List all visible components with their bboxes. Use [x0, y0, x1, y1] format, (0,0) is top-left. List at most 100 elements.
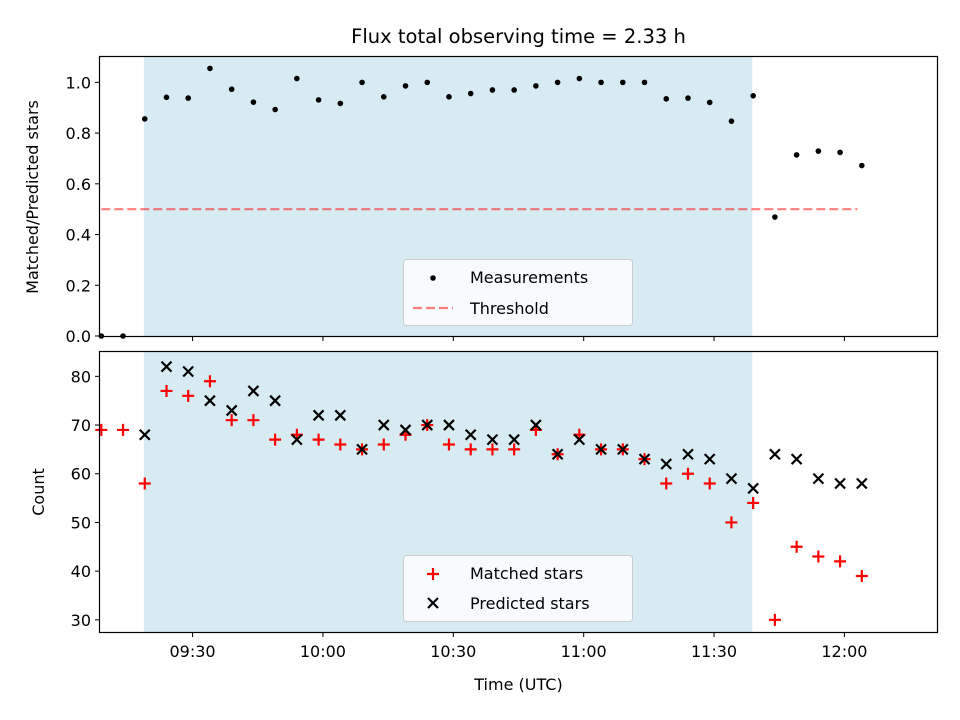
bottom-y-axis-label: Count	[29, 468, 48, 516]
predicted-star-point	[269, 394, 281, 407]
predicted-star-point	[464, 429, 477, 441]
predicted-star-point	[204, 394, 216, 407]
measurement-point	[228, 86, 235, 93]
top-y-axis-label: Matched/Predicted stars	[23, 100, 42, 294]
predicted-star-point	[856, 477, 868, 490]
measurement-point	[511, 87, 517, 93]
measurement-point	[489, 87, 496, 93]
predicted-star-point	[182, 365, 194, 378]
matched-star-point	[203, 375, 216, 388]
predicted-star-point	[834, 477, 846, 490]
legend-predicted-marker	[427, 597, 439, 609]
legend-predicted-label: Predicted stars	[470, 594, 590, 613]
bottom-y-ticks: 30 40 50 60 70 80	[71, 367, 100, 630]
bottom-panel: 30 40 50 60 70 80 09:30 10:00 10:30 11:00 11:30 12…	[29, 350, 939, 694]
measurement-point	[250, 99, 257, 105]
measurement-point	[619, 79, 626, 86]
matched-star-point	[247, 414, 260, 427]
x-axis-label: Time (UTC)	[473, 675, 562, 694]
predicted-star-point	[617, 443, 629, 456]
bottom-axes-frame	[98, 350, 939, 634]
measurement-point	[598, 79, 604, 86]
predicted-star-point	[530, 419, 542, 431]
measurement-point	[554, 79, 561, 86]
count-points	[95, 360, 868, 626]
y-tick-label: 0.4	[66, 226, 91, 245]
measurement-points	[98, 65, 865, 339]
measurement-point	[706, 99, 713, 106]
measurement-point	[641, 79, 648, 86]
y-tick-label: 80	[71, 367, 91, 386]
measurement-point	[533, 83, 539, 89]
predicted-star-point	[247, 385, 260, 397]
matched-star-point	[182, 389, 195, 402]
y-tick-label: 0.2	[66, 276, 91, 295]
bottom-legend: Matched stars Predicted stars	[403, 555, 633, 622]
predicted-star-point	[725, 472, 738, 485]
matched-star-point	[377, 438, 390, 451]
matched-star-point	[464, 443, 477, 456]
measurement-point	[728, 118, 735, 124]
measurement-point	[685, 95, 691, 101]
measurement-point	[207, 65, 213, 72]
matched-star-point	[160, 384, 173, 397]
legend-matched-marker	[427, 568, 439, 580]
matched-star-point	[834, 555, 847, 568]
y-tick-label: 60	[71, 465, 91, 484]
matched-star-point	[812, 550, 825, 563]
measurement-point	[815, 148, 822, 154]
predicted-star-point	[160, 360, 173, 373]
measurement-point	[424, 79, 431, 86]
predicted-star-point	[138, 429, 151, 441]
matched-star-point	[138, 477, 151, 490]
top-legend: Measurements Threshold	[403, 259, 633, 326]
chart-title: Flux total observing time = 2.33 h	[351, 25, 686, 48]
predicted-star-point	[334, 409, 347, 422]
legend-measurement-marker	[430, 275, 436, 281]
measurement-point	[859, 162, 865, 169]
y-tick-label: 40	[71, 562, 91, 581]
predicted-star-point	[747, 482, 759, 495]
predicted-star-point	[595, 443, 607, 456]
predicted-star-point	[421, 419, 434, 431]
predicted-star-point	[682, 448, 694, 461]
x-tick-label: 11:00	[561, 642, 607, 661]
y-tick-label: 50	[71, 513, 91, 532]
legend-measurements-label: Measurements	[470, 268, 588, 287]
predicted-star-point	[225, 404, 238, 417]
measurement-point	[315, 97, 322, 103]
measurement-point	[576, 75, 583, 82]
legend-matched-label: Matched stars	[470, 564, 583, 583]
predicted-star-point	[769, 448, 781, 461]
x-tick-label: 11:30	[691, 642, 737, 661]
matched-star-point	[312, 433, 325, 446]
predicted-star-point	[508, 433, 520, 446]
predicted-star-point	[551, 448, 564, 461]
bottom-x-ticks: 09:30 10:00 10:30 11:00 11:30 12:00	[170, 632, 867, 661]
x-tick-label: 10:00	[300, 642, 346, 661]
predicted-star-point	[356, 443, 368, 456]
matched-star-point	[855, 570, 868, 582]
matched-star-point	[768, 613, 781, 626]
x-tick-label: 12:00	[821, 642, 867, 661]
measurement-point	[793, 152, 800, 158]
matched-star-point	[442, 438, 455, 451]
matched-star-point	[334, 438, 347, 451]
bottom-legend-box	[403, 555, 633, 622]
matched-star-point	[747, 496, 760, 509]
matched-star-point	[703, 477, 716, 490]
top-y-ticks: 0.0 0.2 0.4 0.6 0.8 1.0	[66, 73, 100, 346]
matched-star-point	[508, 443, 521, 456]
measurement-point	[380, 94, 387, 100]
legend-threshold-label: Threshold	[469, 299, 549, 318]
predicted-star-point	[660, 458, 673, 470]
y-tick-label: 0.0	[66, 327, 91, 346]
top-axes-frame	[98, 55, 939, 338]
predicted-star-point	[790, 453, 803, 465]
y-tick-label: 0.6	[66, 175, 91, 194]
predicted-star-point	[312, 409, 325, 422]
predicted-star-point	[378, 419, 390, 431]
y-tick-label: 1.0	[66, 73, 91, 92]
x-tick-label: 10:30	[430, 642, 476, 661]
predicted-star-point	[812, 472, 825, 485]
